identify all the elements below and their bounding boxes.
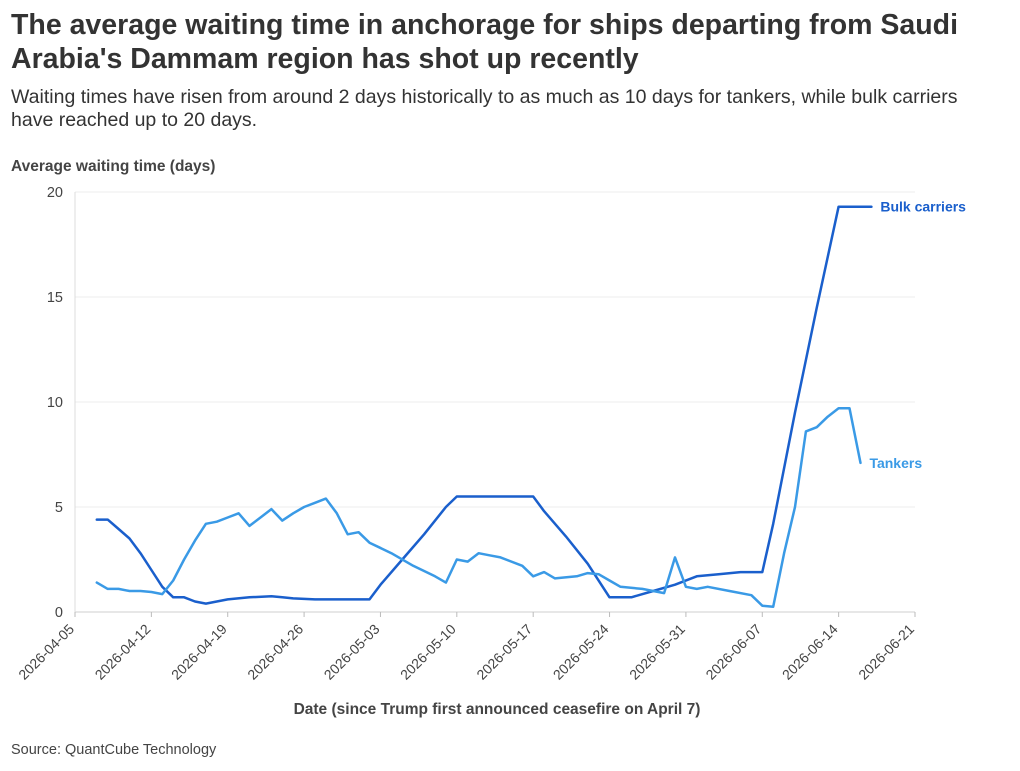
series-line-bulk-carriers xyxy=(95,205,873,605)
y-tick-label: 10 xyxy=(47,395,63,411)
y-tick-label: 0 xyxy=(55,605,63,621)
x-tick-label: 2026-05-31 xyxy=(626,621,688,683)
series-label-tankers: Tankers xyxy=(869,455,922,471)
x-tick-label: 2026-06-07 xyxy=(702,621,764,683)
x-tick-label: 2026-05-24 xyxy=(550,621,612,683)
source-note: Source: QuantCube Technology xyxy=(11,742,217,758)
series-label-bulk-carriers: Bulk carriers xyxy=(880,199,966,215)
x-tick-label: 2026-06-14 xyxy=(779,621,841,683)
x-axis-label: Date (since Trump first announced ceasef… xyxy=(294,701,701,718)
x-tick-label: 2026-04-05 xyxy=(15,621,77,683)
x-tick-label: 2026-05-17 xyxy=(473,621,535,683)
y-tick-label: 20 xyxy=(47,185,63,201)
x-tick-label: 2026-04-19 xyxy=(168,621,230,683)
y-axis-label: Average waiting time (days) xyxy=(11,158,216,175)
x-tick-label: 2026-05-03 xyxy=(321,621,383,683)
chart-subtitle: Waiting times have risen from around 2 d… xyxy=(11,86,958,131)
x-tick-label: 2026-05-10 xyxy=(397,621,459,683)
x-tick-label: 2026-04-26 xyxy=(244,621,306,683)
x-tick-label: 2026-06-21 xyxy=(855,621,917,683)
chart-title: The average waiting time in anchorage fo… xyxy=(11,9,959,75)
y-tick-label: 5 xyxy=(55,500,63,516)
x-tick-label: 2026-04-12 xyxy=(92,621,154,683)
series-line-tankers xyxy=(95,407,862,609)
y-tick-label: 15 xyxy=(47,290,63,306)
